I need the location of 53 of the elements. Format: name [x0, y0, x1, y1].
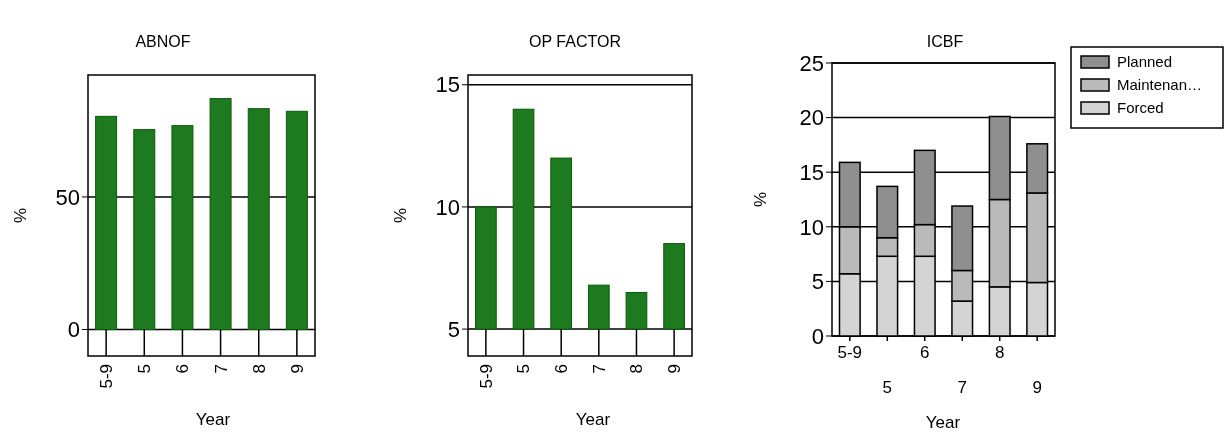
x-tick-label: 5: [135, 364, 155, 374]
y-tick-label: 15: [799, 159, 824, 185]
x-tick-label: 8: [249, 364, 269, 374]
x-tick-label: 5: [514, 364, 534, 374]
chart-title: ABNOF: [135, 33, 191, 50]
x-tick-label: 5-9: [476, 364, 496, 389]
legend-label: Planned: [1117, 53, 1173, 71]
bar: [209, 98, 232, 330]
x-tick-label: 8: [994, 343, 1005, 362]
bar: [512, 108, 535, 330]
bar: [663, 243, 685, 330]
x-axis-title: Year: [925, 413, 961, 432]
x-tick-label: 7: [957, 378, 967, 397]
y-axis-title: %: [750, 191, 770, 208]
y-tick-label: 0: [811, 323, 824, 349]
y-tick-label: 10: [799, 214, 824, 240]
x-tick-label: 5-9: [837, 343, 863, 362]
y-tick-label: 0: [67, 317, 80, 343]
bar: [625, 291, 648, 330]
bar: [95, 115, 118, 330]
y-tick-label: 5: [447, 316, 460, 342]
chart-title: OP FACTOR: [529, 33, 621, 50]
y-axis-title: %: [10, 207, 30, 224]
bar: [247, 108, 270, 330]
y-tick-label: 5: [811, 269, 824, 295]
x-tick-label: 9: [1032, 378, 1042, 397]
legend-label: Maintenan…: [1117, 76, 1203, 94]
bar: [171, 125, 194, 330]
y-tick-label: 50: [55, 184, 80, 210]
y-tick-label: 20: [799, 105, 824, 131]
x-tick-label: 5-9: [97, 364, 117, 389]
y-tick-label: 25: [799, 50, 824, 76]
x-tick-label: 9: [665, 364, 685, 374]
x-tick-label: 6: [173, 364, 193, 374]
x-tick-label: 6: [920, 343, 930, 362]
x-tick-label: 7: [589, 364, 609, 374]
y-tick-label: 15: [435, 72, 460, 98]
y-axis-title: %: [390, 207, 410, 224]
bar: [285, 110, 308, 330]
x-axis-title: Year: [575, 410, 611, 429]
x-tick-label: 6: [552, 364, 572, 374]
x-tick-label: 5: [882, 378, 893, 397]
x-tick-label: 9: [287, 364, 307, 374]
bar: [133, 129, 156, 330]
y-tick-label: 10: [435, 194, 460, 220]
bar: [587, 284, 610, 330]
bar: [475, 206, 497, 330]
x-tick-label: 8: [627, 364, 647, 374]
x-tick-label: 7: [211, 364, 231, 374]
bar: [550, 157, 573, 330]
legend-label: Forced: [1117, 99, 1164, 117]
x-axis-title: Year: [195, 410, 231, 429]
chart-title: ICBF: [926, 33, 964, 50]
